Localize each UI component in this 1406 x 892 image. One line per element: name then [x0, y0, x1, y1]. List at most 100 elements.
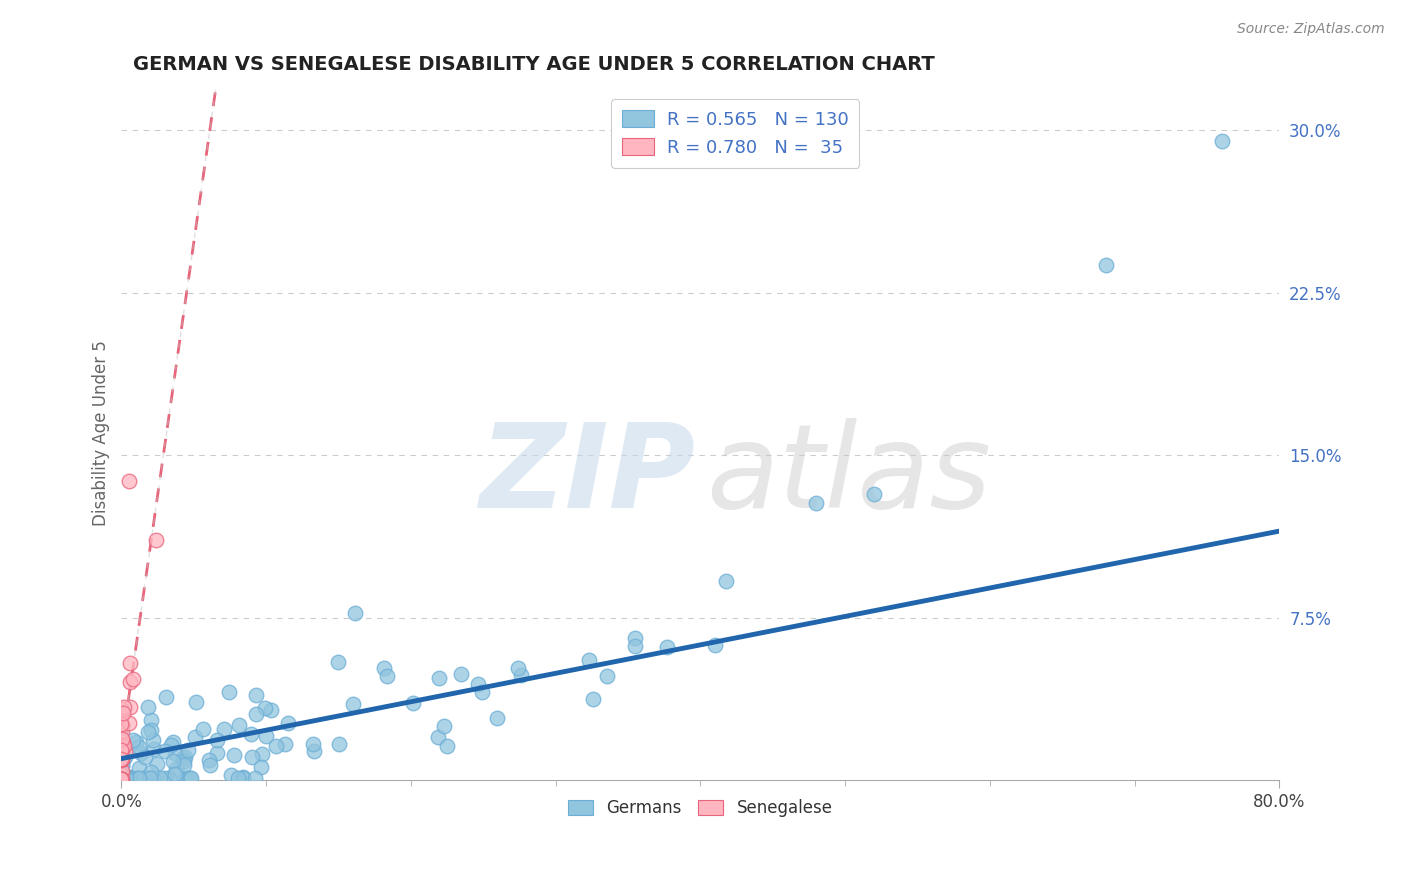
Point: [111, 751, 134, 765]
Point: [180, 771, 202, 785]
Point: [110, 772, 132, 787]
Point: [118, 771, 141, 785]
Point: [112, 739, 135, 753]
Point: [212, 722, 235, 736]
Point: [111, 771, 134, 785]
Point: [219, 767, 242, 781]
Point: [184, 730, 207, 744]
Point: [136, 700, 159, 714]
Point: [110, 772, 132, 786]
Point: [173, 754, 195, 768]
Point: [174, 749, 197, 764]
Point: [232, 770, 254, 784]
Point: [111, 706, 134, 720]
Point: [120, 771, 142, 785]
Point: [110, 717, 132, 731]
Point: [142, 771, 165, 785]
Point: [128, 739, 150, 754]
Point: [581, 691, 603, 706]
Point: [110, 771, 132, 785]
Point: [139, 713, 162, 727]
Point: [302, 737, 325, 751]
Point: [122, 733, 145, 747]
Point: [450, 666, 472, 681]
Point: [485, 710, 508, 724]
Point: [863, 487, 886, 501]
Point: [118, 474, 141, 488]
Point: [596, 668, 619, 682]
Point: [1094, 258, 1116, 272]
Point: [138, 771, 160, 785]
Point: [179, 771, 201, 785]
Y-axis label: Disability Age Under 5: Disability Age Under 5: [93, 341, 110, 526]
Point: [111, 749, 134, 764]
Point: [110, 772, 132, 787]
Point: [112, 700, 135, 714]
Point: [111, 747, 134, 762]
Point: [138, 771, 160, 785]
Point: [165, 762, 187, 776]
Point: [149, 771, 172, 785]
Point: [427, 731, 450, 745]
Point: [128, 771, 150, 785]
Point: [328, 737, 350, 751]
Legend: Germans, Senegalese: Germans, Senegalese: [561, 793, 839, 824]
Point: [326, 655, 349, 669]
Point: [232, 771, 254, 785]
Point: [112, 771, 135, 785]
Text: ZIP: ZIP: [478, 417, 695, 533]
Point: [120, 699, 142, 714]
Point: [240, 726, 263, 740]
Point: [110, 757, 132, 772]
Point: [250, 759, 273, 773]
Point: [172, 750, 194, 764]
Point: [155, 771, 177, 785]
Point: [110, 753, 132, 767]
Point: [139, 771, 162, 785]
Point: [111, 772, 134, 787]
Point: [624, 631, 647, 645]
Point: [342, 697, 364, 711]
Point: [155, 690, 177, 704]
Text: atlas: atlas: [706, 418, 991, 533]
Point: [240, 750, 263, 764]
Point: [165, 746, 187, 760]
Point: [111, 732, 134, 747]
Point: [245, 706, 267, 721]
Point: [110, 723, 132, 737]
Point: [427, 671, 450, 685]
Point: [177, 771, 200, 785]
Point: [111, 719, 134, 733]
Point: [228, 718, 250, 732]
Point: [436, 739, 458, 754]
Point: [121, 673, 143, 687]
Point: [375, 669, 398, 683]
Point: [205, 733, 228, 747]
Point: [218, 685, 240, 699]
Point: [110, 772, 132, 787]
Point: [471, 685, 494, 699]
Point: [160, 738, 183, 752]
Point: [110, 708, 132, 723]
Point: [110, 752, 132, 766]
Point: [134, 771, 156, 785]
Point: [191, 722, 214, 736]
Point: [111, 739, 134, 754]
Point: [510, 667, 533, 681]
Point: [115, 771, 138, 785]
Point: [198, 758, 221, 772]
Point: [264, 739, 287, 754]
Point: [111, 752, 134, 766]
Point: [110, 702, 132, 716]
Point: [111, 718, 134, 732]
Point: [112, 752, 135, 766]
Point: [110, 771, 132, 785]
Point: [110, 743, 132, 757]
Point: [467, 677, 489, 691]
Text: GERMAN VS SENEGALESE DISABILITY AGE UNDER 5 CORRELATION CHART: GERMAN VS SENEGALESE DISABILITY AGE UNDE…: [134, 55, 935, 74]
Point: [114, 745, 136, 759]
Point: [146, 757, 169, 772]
Point: [253, 701, 276, 715]
Point: [145, 533, 167, 548]
Point: [243, 771, 266, 785]
